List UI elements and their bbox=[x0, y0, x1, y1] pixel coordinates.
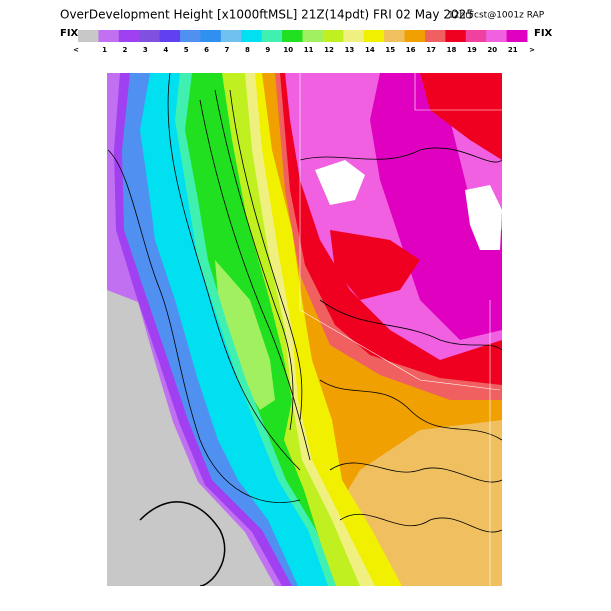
colorbar-label: 13 bbox=[345, 46, 355, 54]
colorbar-label: 19 bbox=[467, 46, 477, 54]
title: OverDevelopment Height [x1000ftMSL] 21Z(… bbox=[60, 8, 474, 22]
colorbar-label: 8 bbox=[245, 46, 250, 54]
region bbox=[370, 73, 502, 340]
contour bbox=[199, 99, 311, 461]
region bbox=[420, 73, 502, 160]
colorbar-label: 21 bbox=[508, 46, 518, 54]
colorbar: 1 2 3 4 5 6 7 8 9 10 11 12 13 14 15 16 17 18 19 20 21 bbox=[78, 30, 528, 54]
contour bbox=[139, 501, 226, 586]
colorbar-label: 1 bbox=[102, 46, 107, 54]
border bbox=[299, 73, 501, 391]
colorbar-label: 14 bbox=[365, 46, 375, 54]
colorbar-label: 9 bbox=[265, 46, 270, 54]
colorbar-label: 17 bbox=[426, 46, 436, 54]
region bbox=[465, 185, 502, 250]
contours bbox=[107, 73, 502, 586]
colorbar-label: 12 bbox=[324, 46, 334, 54]
color-swatch bbox=[445, 30, 467, 42]
color-swatch bbox=[322, 30, 344, 42]
color-swatch bbox=[404, 30, 426, 42]
contour bbox=[167, 73, 301, 471]
color-swatch bbox=[118, 30, 140, 42]
color-swatch bbox=[486, 30, 508, 42]
color-swatch bbox=[343, 30, 365, 42]
region bbox=[330, 230, 420, 300]
color-swatch bbox=[139, 30, 161, 42]
under-label: < bbox=[73, 46, 79, 54]
colorbar-label: 7 bbox=[225, 46, 230, 54]
colorbar-label: 11 bbox=[304, 46, 314, 54]
region bbox=[315, 160, 365, 205]
contour bbox=[299, 147, 502, 163]
contour bbox=[319, 299, 502, 351]
color-swatch bbox=[465, 30, 487, 42]
colorbar-label: 5 bbox=[184, 46, 189, 54]
colorbar-label: 10 bbox=[283, 46, 293, 54]
subtitle: 12hrFcst@1001z RAP bbox=[448, 11, 545, 21]
color-swatch bbox=[282, 30, 303, 42]
color-swatch bbox=[261, 30, 283, 42]
color-swatch bbox=[506, 30, 528, 42]
over-label: > bbox=[529, 46, 535, 54]
color-swatch bbox=[302, 30, 324, 42]
region bbox=[215, 260, 275, 410]
map bbox=[107, 73, 502, 586]
contour bbox=[107, 149, 301, 503]
contour bbox=[329, 462, 502, 483]
color-swatch bbox=[200, 30, 222, 42]
colorbar-label: 20 bbox=[487, 46, 497, 54]
contour bbox=[214, 89, 294, 431]
border bbox=[414, 73, 502, 111]
color-swatch bbox=[424, 30, 446, 42]
color-swatch bbox=[384, 30, 406, 42]
contour bbox=[319, 379, 502, 441]
color-swatch bbox=[98, 30, 120, 42]
color-swatch bbox=[78, 30, 99, 42]
fix-left: FIX bbox=[60, 28, 79, 39]
colorbar-label: 15 bbox=[385, 46, 395, 54]
colorbar-label: 6 bbox=[204, 46, 209, 54]
colorbar-label: 3 bbox=[143, 46, 148, 54]
color-swatch bbox=[363, 30, 385, 42]
contour bbox=[229, 89, 303, 421]
contour bbox=[339, 513, 502, 533]
colorbar-label: 16 bbox=[406, 46, 416, 54]
colorbar-label: 4 bbox=[163, 46, 168, 54]
colorbar-label: 2 bbox=[123, 46, 128, 54]
color-swatch bbox=[159, 30, 181, 42]
color-swatch bbox=[241, 30, 263, 42]
color-swatch bbox=[220, 30, 242, 42]
color-swatch bbox=[180, 30, 201, 42]
borders bbox=[299, 73, 502, 586]
colorbar-label: 18 bbox=[447, 46, 457, 54]
fix-right: FIX bbox=[534, 28, 553, 39]
